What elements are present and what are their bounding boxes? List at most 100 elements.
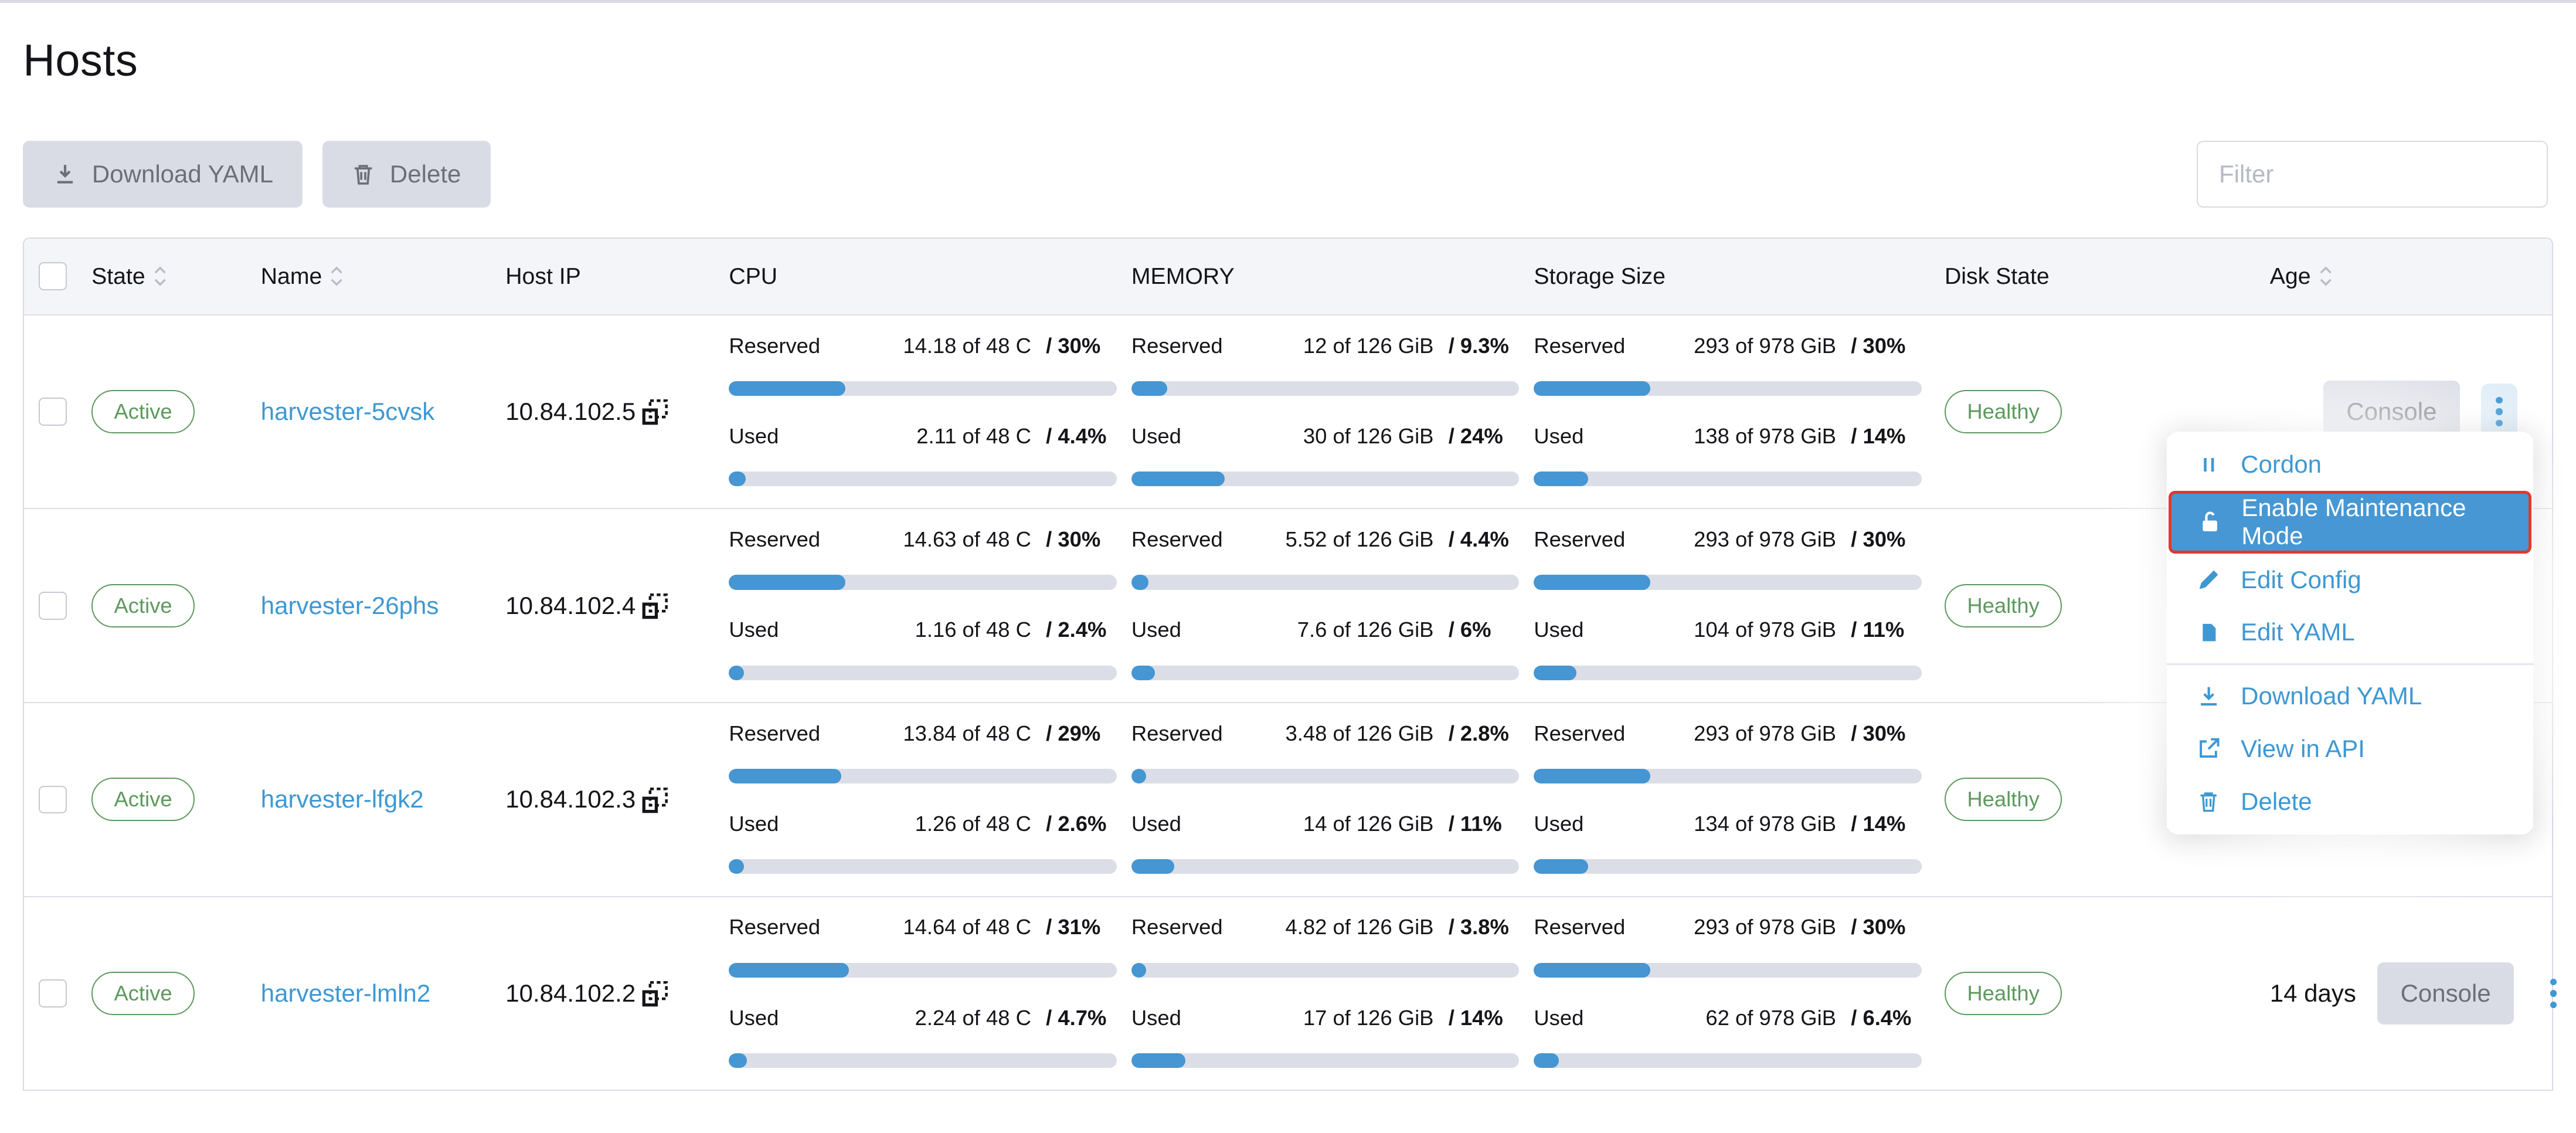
trash-icon: [2195, 790, 2223, 813]
host-name-link[interactable]: harvester-26phs: [260, 591, 439, 619]
metric-label: Reserved: [1534, 721, 1626, 745]
metric-percent: / 30%: [1851, 333, 1906, 358]
col-header-memory[interactable]: MEMORY: [1131, 263, 1235, 289]
disk-state-badge: Healthy: [1944, 972, 2062, 1015]
metric-label: Reserved: [1534, 915, 1626, 939]
filter-input[interactable]: [2196, 140, 2548, 208]
metric-percent: / 29%: [1046, 721, 1101, 745]
metric-percent: / 24%: [1448, 423, 1503, 448]
menu-item-edit-yaml[interactable]: Edit YAML: [2167, 606, 2533, 659]
menu-item-edit-config[interactable]: Edit Config: [2167, 553, 2533, 606]
memory-used-bar: [1131, 665, 1520, 680]
metric-percent: / 31%: [1046, 915, 1101, 939]
metric-value: 13.84 of 48 C: [903, 721, 1031, 745]
select-all-checkbox[interactable]: [39, 262, 67, 291]
console-button[interactable]: Console: [2377, 962, 2514, 1025]
metric-value: 138 of 978 GiB: [1694, 423, 1836, 448]
col-header-host-ip[interactable]: Host IP: [505, 263, 581, 289]
metric-value: 14.64 of 48 C: [903, 915, 1031, 939]
sort-icon: [330, 266, 343, 286]
metric-percent: / 30%: [1851, 915, 1906, 939]
metric-percent: / 4.4%: [1046, 423, 1107, 448]
menu-item-delete[interactable]: Delete: [2167, 775, 2533, 828]
disk-state-badge: Healthy: [1944, 584, 2062, 627]
cpu-used-bar: [729, 665, 1117, 680]
copy-ip-icon[interactable]: [641, 979, 669, 1008]
metric-value: 293 of 978 GiB: [1694, 527, 1836, 552]
metric-label: Reserved: [729, 527, 821, 552]
metric-value: 293 of 978 GiB: [1694, 721, 1836, 745]
metric-percent: / 14%: [1851, 811, 1906, 836]
storage-cell: Reserved 293 of 978 GiB / 30% Used 138 of 9…: [1523, 316, 1933, 508]
row-checkbox[interactable]: [39, 785, 67, 814]
col-header-cpu[interactable]: CPU: [729, 263, 778, 289]
metric-percent: / 2.4%: [1046, 618, 1107, 642]
metric-value: 30 of 126 GiB: [1303, 423, 1434, 448]
delete-button[interactable]: Delete: [322, 140, 491, 208]
memory-cell: Reserved 12 of 126 GiB / 9.3% Used 30 of 12…: [1120, 316, 1523, 508]
menu-item-label: Cordon: [2241, 450, 2322, 479]
host-name-link[interactable]: harvester-lmln2: [260, 979, 431, 1007]
metric-label: Reserved: [729, 915, 821, 939]
metric-value: 17 of 126 GiB: [1303, 1005, 1434, 1030]
memory-reserved-bar: [1131, 769, 1520, 784]
metric-label: Used: [1534, 618, 1584, 642]
metric-percent: / 6%: [1448, 618, 1491, 642]
row-checkbox[interactable]: [39, 979, 67, 1008]
status-badge: Active: [91, 972, 195, 1015]
metric-value: 14.18 of 48 C: [903, 333, 1031, 358]
page-title: Hosts: [23, 36, 138, 86]
menu-item-enable-maintenance-mode[interactable]: Enable Maintenance Mode: [2168, 491, 2532, 554]
copy-ip-icon[interactable]: [641, 398, 669, 426]
memory-reserved-bar: [1131, 962, 1520, 978]
metric-value: 14.63 of 48 C: [903, 527, 1031, 552]
host-name-link[interactable]: harvester-5cvsk: [260, 398, 435, 426]
host-ip: 10.84.102.4: [505, 591, 636, 619]
sort-icon: [154, 266, 166, 286]
metric-label: Used: [1534, 423, 1584, 448]
col-header-disk-state[interactable]: Disk State: [1944, 263, 2050, 289]
metric-label: Reserved: [1131, 333, 1223, 358]
metric-value: 12 of 126 GiB: [1303, 333, 1434, 358]
memory-cell: Reserved 3.48 of 126 GiB / 2.8% Used 14 of …: [1120, 703, 1523, 896]
download-yaml-label: Download YAML: [91, 160, 273, 188]
storage-reserved-bar: [1534, 769, 1922, 784]
metric-percent: / 4.4%: [1448, 527, 1509, 552]
toolbar: Download YAML Delete: [23, 140, 2548, 208]
status-badge: Active: [91, 584, 195, 627]
metric-value: 5.52 of 126 GiB: [1285, 527, 1434, 552]
metric-percent: / 4.7%: [1046, 1005, 1107, 1030]
metric-value: 7.6 of 126 GiB: [1297, 618, 1434, 642]
metric-percent: / 14%: [1851, 423, 1906, 448]
storage-cell: Reserved 293 of 978 GiB / 30% Used 104 of 9…: [1523, 509, 1933, 702]
menu-item-view-in-api[interactable]: View in API: [2167, 722, 2533, 775]
menu-item-label: Download YAML: [2241, 682, 2422, 710]
table-header-row: State Name Host IP CPU MEMORY Storage Si…: [24, 238, 2552, 314]
host-name-link[interactable]: harvester-lfgk2: [260, 785, 424, 813]
memory-reserved-bar: [1131, 575, 1520, 590]
table-row: Active harvester-lmln2 10.84.102.2 Reser…: [24, 895, 2557, 1090]
cpu-reserved-bar: [729, 381, 1117, 396]
row-checkbox[interactable]: [39, 591, 67, 620]
metric-label: Used: [729, 811, 779, 836]
download-yaml-button[interactable]: Download YAML: [23, 140, 303, 208]
menu-item-cordon[interactable]: Cordon: [2167, 438, 2533, 491]
external-link-icon: [2195, 737, 2223, 760]
host-ip: 10.84.102.5: [505, 398, 636, 426]
copy-ip-icon[interactable]: [641, 786, 669, 814]
metric-percent: / 30%: [1851, 721, 1906, 745]
col-header-age[interactable]: Age: [2258, 239, 2551, 314]
col-header-storage[interactable]: Storage Size: [1534, 263, 1666, 289]
pencil-icon: [2195, 568, 2223, 591]
metric-value: 293 of 978 GiB: [1694, 333, 1836, 358]
kebab-menu-icon[interactable]: [2535, 965, 2571, 1021]
row-checkbox[interactable]: [39, 398, 67, 426]
table-row: Active harvester-5cvsk 10.84.102.5 Reser…: [24, 314, 2552, 508]
host-ip: 10.84.102.3: [505, 785, 636, 813]
menu-item-download-yaml[interactable]: Download YAML: [2167, 670, 2533, 723]
pause-icon: [2195, 453, 2223, 476]
copy-ip-icon[interactable]: [641, 592, 669, 620]
col-header-state[interactable]: State: [80, 239, 249, 314]
col-header-name[interactable]: Name: [249, 239, 494, 314]
metric-label: Used: [1534, 811, 1584, 836]
